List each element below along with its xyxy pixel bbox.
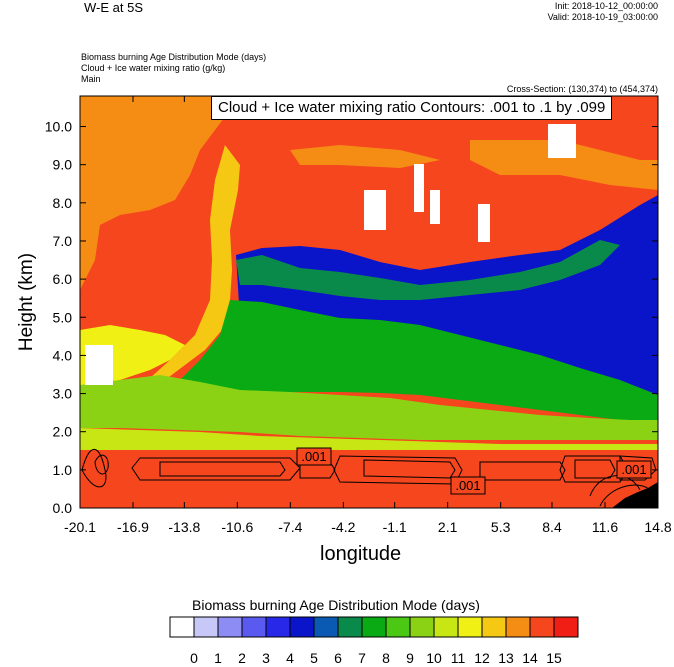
y-tick-label: 2.0: [53, 424, 73, 440]
colorbar-swatch: [337, 616, 363, 638]
colorbar-swatch: [385, 616, 411, 638]
colorbar-swatch: [289, 616, 315, 638]
x-axis-ticks: -20.1 -16.9 -13.8 -10.6 -7.4 -4.2 -1.1 2.1 5.3 8.…: [64, 96, 672, 535]
colorbar-label: 13: [498, 650, 514, 666]
colorbar-label: 10: [426, 650, 442, 666]
missing-data-patch: [414, 164, 424, 212]
colorbar-swatch: [457, 616, 483, 638]
y-tick-label: 5.0: [53, 309, 73, 325]
colorbar-swatch: [241, 616, 267, 638]
colorbar-swatch: [169, 616, 195, 638]
missing-data-patch: [430, 190, 440, 224]
colorbar-swatch: [529, 616, 555, 638]
colorbar-label: 8: [382, 650, 390, 666]
colorbar-swatch: [361, 616, 387, 638]
colorbar-swatch: [313, 616, 339, 638]
y-tick-label: 1.0: [53, 462, 73, 478]
colorbar-label: 11: [451, 650, 466, 666]
x-tick-label: -1.1: [383, 519, 407, 535]
contour-label: .001: [621, 462, 646, 477]
x-tick-label: 14.8: [644, 519, 671, 535]
heatmap-region-boundary-layer: [80, 450, 658, 508]
x-tick-label: -7.4: [278, 519, 302, 535]
colorbar-label: 9: [406, 650, 414, 666]
x-tick-label: -4.2: [331, 519, 355, 535]
heatmap-region-yellow-plume: [150, 145, 240, 380]
colorbar-label: 2: [238, 650, 246, 666]
y-tick-label: 4.0: [53, 347, 73, 363]
x-tick-label: -10.6: [221, 519, 253, 535]
colorbar-swatch: [409, 616, 435, 638]
colorbar-label: 4: [286, 650, 294, 666]
colorbar-label: 12: [474, 650, 490, 666]
y-tick-label: 0.0: [53, 500, 73, 516]
heatmap-region-green: [180, 300, 658, 420]
chart-title: Cloud + Ice water mixing ratio Contours:…: [211, 96, 613, 120]
colorbar-label: 3: [262, 650, 270, 666]
plot-title: W-E at 5S: [84, 0, 144, 15]
colorbar-title: Biomass burning Age Distribution Mode (d…: [192, 597, 480, 613]
cross-section-label: Cross-Section: (130,374) to (454,374): [506, 84, 658, 94]
colorbar-label: 5: [310, 650, 318, 666]
heatmap-region-orange-mid: [290, 145, 440, 168]
colorbar-label: 14: [522, 650, 538, 666]
missing-data-patch: [85, 345, 113, 385]
contour-label-box: [616, 460, 652, 479]
y-tick-label: 6.0: [53, 271, 73, 287]
y-tick-label: 10.0: [45, 119, 72, 135]
colorbar-swatch: [433, 616, 459, 638]
colorbar-label: 6: [334, 650, 342, 666]
x-tick-label: -13.8: [168, 519, 200, 535]
missing-data-patch: [478, 204, 490, 242]
contour-label: .001: [301, 449, 326, 464]
contour-labels: .001 .001 .001: [296, 447, 652, 495]
colorbar-swatch: [481, 616, 507, 638]
init-time: Init: 2018-10-12_00:00:00: [554, 1, 658, 11]
missing-data-patch: [364, 190, 386, 230]
heatmap-region-teal-edge: [236, 240, 620, 300]
heatmap-region-orange-east: [470, 140, 658, 190]
colorbar: 0 1 2 3 4 5 6 7 8 9 10 11 12 13 14 15: [169, 616, 579, 666]
field-description-1: Biomass burning Age Distribution Mode (d…: [81, 52, 267, 62]
x-axis-label: longitude: [320, 543, 402, 565]
x-tick-label: 11.6: [592, 519, 618, 535]
heatmap-region-light-green: [80, 375, 658, 440]
heatmap-region-blue: [236, 195, 658, 405]
x-tick-label: -16.9: [117, 519, 149, 535]
colorbar-swatch: [553, 616, 579, 638]
x-tick-label: 8.4: [542, 519, 562, 535]
colorbar-label: 15: [546, 650, 562, 666]
contour-label-box: [296, 447, 332, 466]
y-tick-label: 8.0: [53, 195, 73, 211]
colorbar-swatch: [193, 616, 219, 638]
y-tick-label: 7.0: [53, 233, 73, 249]
x-tick-label: -20.1: [64, 519, 96, 535]
terrain: [612, 482, 658, 508]
colorbar-label: 0: [190, 650, 198, 666]
heatmap-field: [80, 96, 658, 508]
colorbar-swatch: [265, 616, 291, 638]
x-tick-label: 5.3: [491, 519, 511, 535]
x-tick-label: 2.1: [438, 519, 458, 535]
missing-data-patch: [548, 124, 576, 158]
contour-label-box: [450, 476, 486, 495]
y-axis-ticks: 0.0 1.0 2.0 3.0 4.0 5.0 6.0 7.0 8.0 9.0 10.0: [45, 119, 658, 516]
contour-label: .001: [455, 478, 480, 493]
colorbar-swatch: [217, 616, 243, 638]
y-tick-label: 3.0: [53, 386, 73, 402]
y-tick-label: 9.0: [53, 157, 73, 173]
field-description-2: Cloud + Ice water mixing ratio (g/kg): [81, 63, 226, 73]
field-description-3: Main: [81, 74, 101, 84]
heatmap-region-yellowgreen-lower: [80, 428, 658, 450]
y-axis-label: Height (km): [16, 252, 38, 352]
colorbar-label: 1: [214, 650, 222, 666]
heatmap-region-orange-west: [80, 96, 230, 290]
colorbar-swatch: [505, 616, 531, 638]
valid-time: Valid: 2018-10-19_03:00:00: [547, 12, 658, 22]
colorbar-label: 7: [358, 650, 366, 666]
